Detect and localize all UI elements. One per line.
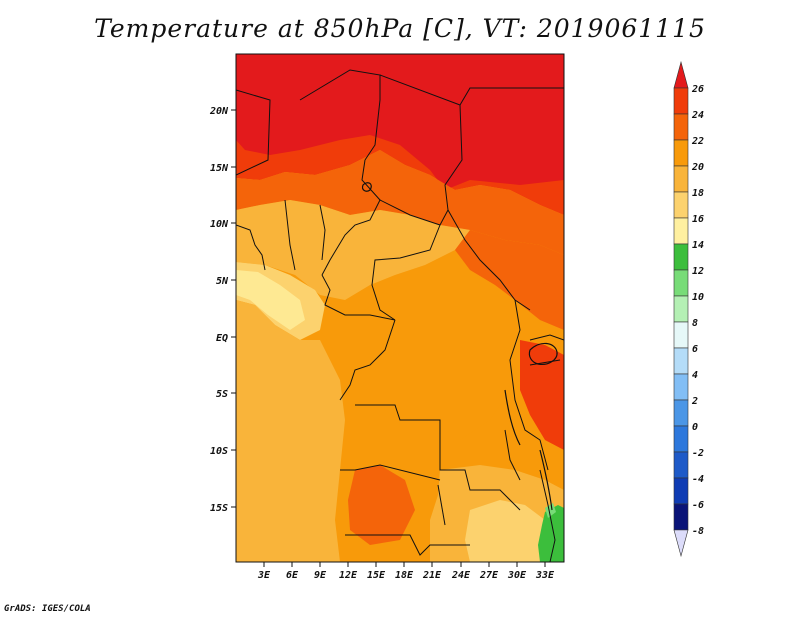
- region-ocean-cooler: [236, 270, 305, 330]
- colorbar-swatch: [673, 165, 689, 193]
- colorbar-label: 20: [691, 162, 704, 173]
- colorbar-swatch: [673, 87, 689, 115]
- lat-label: 15N: [210, 163, 229, 174]
- colorbar-label: -2: [692, 448, 704, 459]
- colorbar-swatch: [673, 217, 689, 245]
- colorbar-label: 22: [691, 136, 704, 147]
- lon-label: 27E: [479, 570, 499, 581]
- colorbar-swatch: [673, 451, 689, 479]
- colorbar-label: 10: [692, 292, 704, 303]
- region-green-light: [545, 503, 556, 518]
- colorbar-swatch: [673, 529, 689, 558]
- lon-label: 3E: [257, 570, 271, 581]
- region-angola-hot: [348, 465, 415, 545]
- chart-title: Temperature at 850hPa [C], VT: 201906111…: [94, 14, 706, 43]
- lon-label: 30E: [507, 570, 527, 581]
- colorbar-swatch: [673, 295, 689, 323]
- colorbar-label: 14: [692, 240, 704, 251]
- lakes: [361, 182, 558, 511]
- colorbar-swatch: [673, 503, 689, 531]
- colorbar-swatch: [673, 321, 689, 349]
- lat-label: 20N: [209, 106, 229, 117]
- region-east-hot: [520, 340, 564, 450]
- lat-label: 5N: [216, 276, 229, 287]
- lat-axis: [231, 109, 236, 508]
- map-frame: [235, 53, 565, 563]
- region-southeast-cool: [465, 500, 550, 562]
- lake-tanganyika: [504, 389, 521, 446]
- lon-label: 6E: [286, 570, 299, 581]
- lat-label: EQ: [216, 333, 228, 344]
- colorbar-label: -4: [692, 474, 704, 485]
- colorbar-swatch: [673, 269, 689, 297]
- lat-label: 15S: [210, 503, 228, 514]
- lon-label: 21E: [422, 570, 442, 581]
- lake-victoria: [528, 342, 558, 365]
- colorbar-label: 0: [692, 422, 698, 433]
- lake-malawi: [539, 449, 553, 511]
- lat-label: 10N: [210, 219, 229, 230]
- colorbar-label: -6: [692, 500, 704, 511]
- colorbar-swatch: [673, 399, 689, 427]
- temperature-field: [236, 54, 564, 562]
- region-atlantic-south: [236, 300, 345, 562]
- region-west-mild: [236, 200, 470, 300]
- lat-label: 10S: [210, 446, 228, 457]
- colorbar-swatch: [673, 113, 689, 141]
- colorbar-label: -8: [692, 526, 704, 537]
- colorbar-label: 12: [692, 266, 704, 277]
- colorbar-label: 24: [691, 110, 704, 121]
- region-congo: [320, 290, 515, 440]
- colorbar-label: 6: [692, 344, 698, 355]
- colorbar-label: 26: [691, 84, 704, 95]
- colorbar-swatch: [673, 191, 689, 219]
- colorbar-label: 4: [692, 370, 698, 381]
- colorbar-swatch: [673, 347, 689, 375]
- colorbar-label: 8: [692, 318, 698, 329]
- region-east-warm: [455, 230, 564, 330]
- lon-label: 9E: [314, 570, 327, 581]
- lon-label: 24E: [451, 570, 471, 581]
- lon-axis: [263, 562, 546, 567]
- lon-label: 33E: [535, 570, 555, 581]
- lon-label: 12E: [339, 570, 358, 581]
- colorbar-label: 16: [692, 214, 704, 225]
- lat-label: 5S: [216, 389, 228, 400]
- region-mozambique-green: [538, 505, 564, 562]
- colorbar-swatch: [673, 373, 689, 401]
- lon-label: 18E: [395, 570, 414, 581]
- region-sahel-warm: [236, 150, 564, 255]
- lake-chad: [361, 182, 372, 192]
- grads-credit: GrADS: IGES/COLA: [4, 604, 91, 614]
- colorbar-swatch: [673, 243, 689, 271]
- lon-label: 15E: [367, 570, 386, 581]
- colorbar-swatch: [673, 477, 689, 505]
- colorbar-swatch: [673, 139, 689, 167]
- colorbar-label: 18: [692, 188, 704, 199]
- colorbar-swatch: [673, 425, 689, 453]
- colorbar-label: 2: [691, 396, 698, 407]
- colorbar-swatch: [673, 60, 689, 89]
